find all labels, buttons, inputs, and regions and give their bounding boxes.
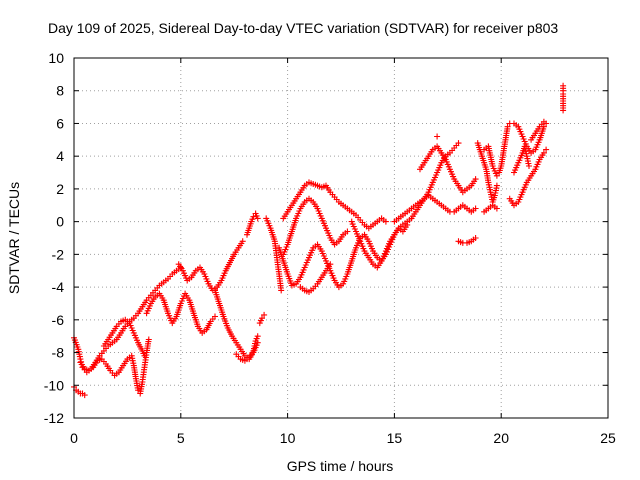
data-point xyxy=(560,107,567,114)
data-point xyxy=(259,315,265,322)
data-point xyxy=(327,261,334,268)
x-tick-label: 10 xyxy=(280,430,296,446)
y-tick-label: 8 xyxy=(56,83,64,99)
x-tick-label: 25 xyxy=(600,430,616,446)
y-tick-label: 4 xyxy=(56,148,64,164)
data-point xyxy=(493,182,500,189)
data-point xyxy=(472,176,479,183)
data-point xyxy=(472,235,479,241)
data-point xyxy=(434,133,441,140)
y-tick-label: -4 xyxy=(52,279,65,295)
data-point xyxy=(493,205,500,212)
data-point xyxy=(344,228,351,235)
x-axis-tick-labels: 0 5 10 15 20 25 xyxy=(70,430,616,446)
chart-title: Day 109 of 2025, Sidereal Day-to-day VTE… xyxy=(48,20,558,36)
data-point xyxy=(254,333,261,340)
data-point xyxy=(504,123,511,130)
data-point xyxy=(141,352,148,359)
y-tick-label: -12 xyxy=(44,410,64,426)
y-tick-label: -6 xyxy=(52,312,65,328)
data-point xyxy=(540,118,547,125)
data-point xyxy=(493,172,500,179)
x-tick-label: 20 xyxy=(493,430,509,446)
data-point xyxy=(145,336,152,343)
y-tick-label: 10 xyxy=(48,50,64,66)
plot-frame xyxy=(73,57,609,419)
x-axis-title: GPS time / hours xyxy=(287,458,394,474)
axis-ticks xyxy=(73,57,609,419)
y-axis-tick-labels: -12 -10 -8 -6 -4 -2 0 2 4 6 8 10 xyxy=(44,50,64,426)
data-point xyxy=(278,287,285,294)
y-tick-label: 0 xyxy=(56,214,64,230)
data-point xyxy=(382,218,389,225)
data-point xyxy=(540,149,547,156)
data-point xyxy=(543,146,550,153)
data-point-interp xyxy=(78,358,85,365)
grid-lines xyxy=(74,58,608,418)
data-point xyxy=(455,140,462,147)
x-tick-label: 0 xyxy=(70,430,78,446)
y-tick-label: -8 xyxy=(52,345,65,361)
data-point xyxy=(250,213,257,220)
y-axis-title: SDTVAR / TECUs xyxy=(6,182,22,294)
y-tick-label: 2 xyxy=(56,181,64,197)
x-tick-label: 5 xyxy=(177,430,185,446)
data-point xyxy=(526,163,532,169)
y-tick-label: 6 xyxy=(56,115,64,131)
data-point xyxy=(177,264,184,271)
data-point xyxy=(239,238,246,245)
data-points xyxy=(71,82,567,399)
x-tick-label: 15 xyxy=(387,430,403,446)
y-tick-label: -2 xyxy=(52,246,65,262)
y-tick-label: -10 xyxy=(44,377,64,393)
data-point xyxy=(81,392,88,399)
data-point xyxy=(254,215,261,222)
data-point xyxy=(261,311,268,318)
data-point xyxy=(472,205,479,212)
data-point xyxy=(212,313,218,320)
